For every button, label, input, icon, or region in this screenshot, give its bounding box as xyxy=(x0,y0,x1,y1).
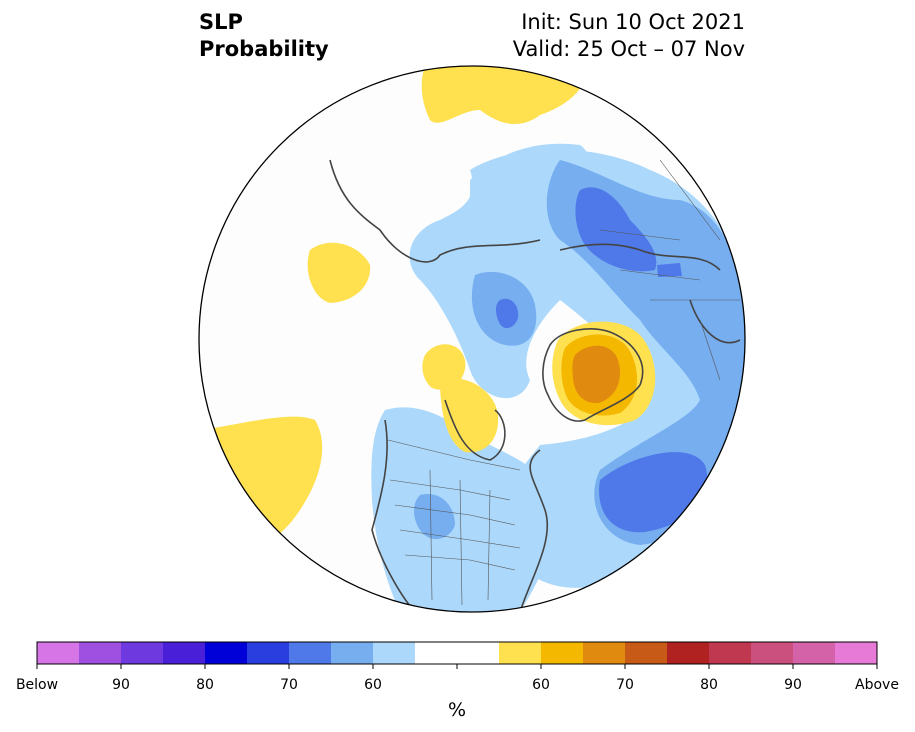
colorbar-segment xyxy=(835,642,878,664)
colorbar-segment xyxy=(793,642,836,664)
colorbar-segment xyxy=(79,642,122,664)
border-canada xyxy=(387,439,521,471)
init-date: Init: Sun 10 Oct 2021 xyxy=(521,10,745,34)
below-mid-america xyxy=(414,494,455,540)
above-yellow-north xyxy=(421,66,586,125)
colorbar-tick-label: 90 xyxy=(784,677,802,693)
coast-greenland xyxy=(542,328,644,422)
border-us-states xyxy=(389,469,521,606)
below-dark-siberia xyxy=(575,187,657,272)
below-dark-atlantic xyxy=(599,452,708,533)
colorbar-segment xyxy=(709,642,752,664)
map-title: SLP Probability xyxy=(199,9,329,63)
probability-fields xyxy=(200,66,745,612)
colorbar-tick-label: 80 xyxy=(700,677,718,693)
borders xyxy=(387,159,740,606)
coast-america xyxy=(371,419,549,612)
colorbar-segment xyxy=(163,642,206,664)
colorbar-tick-label: Above xyxy=(855,677,899,693)
colorbar-unit: % xyxy=(448,699,466,721)
map-boundary xyxy=(198,65,746,613)
coastlines xyxy=(329,159,741,612)
colorbar-tick-label: 60 xyxy=(364,677,382,693)
colorbar-segment xyxy=(625,642,668,664)
colorbar-tick-label: 90 xyxy=(112,677,130,693)
colorbar-segment xyxy=(373,642,416,664)
border-eurasia xyxy=(599,159,740,381)
colorbar-segment xyxy=(247,642,290,664)
colorbar-segment xyxy=(499,642,542,664)
below-dark-east xyxy=(657,263,682,277)
coast-hudson xyxy=(444,399,506,461)
colorbar-segment xyxy=(751,642,794,664)
colorbar-tick-label: Below xyxy=(16,677,58,693)
colorbar-segment xyxy=(415,642,458,664)
below-dark-arctic xyxy=(495,298,519,329)
colorbar-tick-label: 80 xyxy=(196,677,214,693)
polar-map xyxy=(198,65,746,613)
colorbar-segment xyxy=(667,642,710,664)
title-variable: SLP xyxy=(199,10,243,34)
colorbar-segment xyxy=(583,642,626,664)
colorbar-tick-label: 60 xyxy=(532,677,550,693)
colorbar-segment xyxy=(121,642,164,664)
colorbar-tick-label: 70 xyxy=(280,677,298,693)
coast-asia xyxy=(329,159,541,263)
above-yellow-alaska xyxy=(307,242,371,303)
colorbar-segment xyxy=(541,642,584,664)
valid-range: Valid: 25 Oct – 07 Nov xyxy=(512,37,745,61)
colorbar-segment xyxy=(457,642,500,664)
colorbar-tick-label: 70 xyxy=(616,677,634,693)
colorbar-segment xyxy=(37,642,80,664)
above-orange-greenland xyxy=(572,345,620,404)
above-yellow-canada xyxy=(440,378,499,453)
colorbar-segment xyxy=(289,642,332,664)
colorbar-segment xyxy=(205,642,248,664)
coast-europe xyxy=(559,243,741,344)
map-dates: Init: Sun 10 Oct 2021 Valid: 25 Oct – 07… xyxy=(513,9,745,63)
colorbar-segment xyxy=(331,642,374,664)
title-product: Probability xyxy=(199,37,329,61)
below-light-america xyxy=(371,407,556,612)
above-yellow-pacific xyxy=(200,416,323,540)
